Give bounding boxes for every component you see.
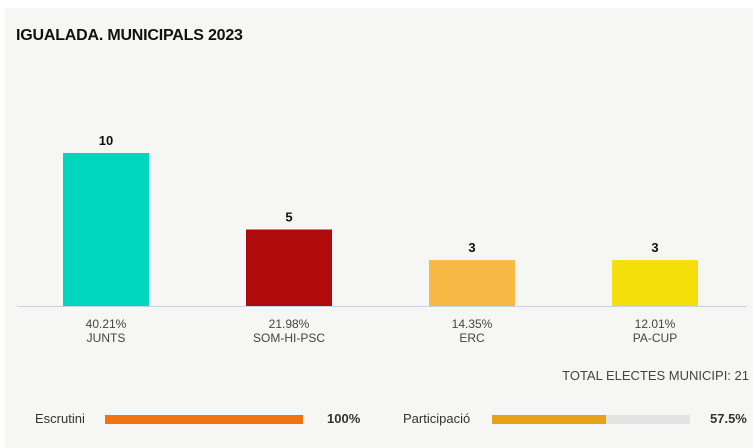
bar-value-label: 5 [285, 210, 292, 225]
chart-card: IGUALADA. MUNICIPALS 2023 10 40.21% JUNTS 5… [5, 8, 753, 448]
bar-percentage-label: 21.98% [269, 317, 310, 331]
escrutini-value: 100% [327, 411, 361, 426]
total-seats: TOTAL ELECTES MUNICIPI: 21 [562, 368, 749, 383]
chart-title: IGUALADA. MUNICIPALS 2023 [16, 27, 243, 44]
participacio-label: Participació [403, 411, 471, 426]
bar-pa-cup [612, 260, 698, 306]
bar-percentage-label: 12.01% [635, 317, 676, 331]
participacio-track [492, 415, 690, 424]
escrutini-label: Escrutini [35, 411, 85, 426]
escrutini-track [105, 415, 303, 424]
bar-value-label: 3 [468, 240, 475, 255]
escrutini-progress-fill [105, 415, 303, 424]
category-label: PA-CUP [633, 331, 677, 345]
bar-erc [429, 260, 515, 306]
category-label: ERC [459, 331, 485, 345]
bar-percentage-label: 14.35% [452, 317, 493, 331]
bar-som-hi-psc [246, 229, 332, 306]
participacio-progress-fill [492, 415, 606, 424]
bar-value-label: 3 [651, 240, 658, 255]
category-label: SOM-HI-PSC [253, 331, 325, 345]
bar-chart: 10 40.21%JUNTS 5 21.98%SOM-HI-PSC 3 14.35%ERC… [17, 133, 747, 345]
participacio-value: 57.5% [710, 411, 747, 426]
category-label: JUNTS [87, 331, 126, 345]
bar-percentage-label: 40.21% [86, 317, 127, 331]
bar-junts [63, 153, 149, 306]
bar-value-label: 10 [99, 133, 113, 148]
